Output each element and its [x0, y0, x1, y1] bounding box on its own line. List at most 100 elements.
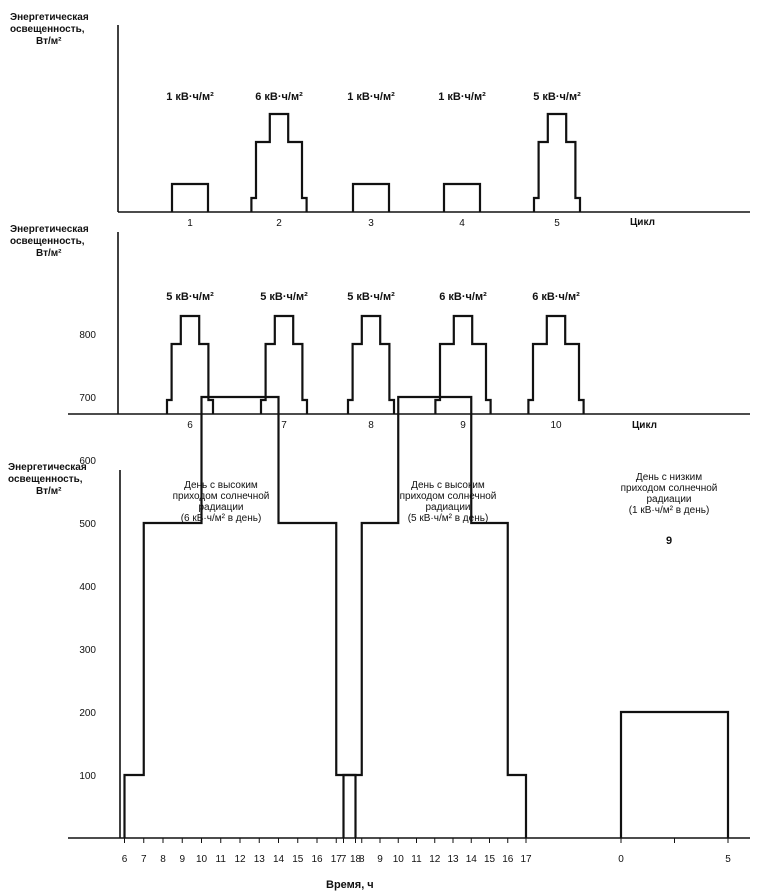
x-tick-label-0: 0: [618, 854, 624, 865]
x-tick-label-13: 13: [254, 854, 266, 865]
y-axis-label-line-3: Вт/м²: [36, 248, 62, 259]
x-tick-label-7: 7: [341, 854, 347, 865]
cycle-4-energy-label: 1 кВ·ч/м²: [438, 91, 486, 103]
x-axis-label: Цикл: [632, 420, 657, 431]
day-panel-note: 9: [666, 535, 672, 547]
cycle-marks: 5 кВ·ч/м² 6 5 кВ·ч/м² 7 5 кВ·ч/м² 8 6 кВ·ч/м² 9…: [165, 291, 585, 431]
cycle-8-energy-label: 5 кВ·ч/м²: [347, 291, 395, 303]
cycle-2-profile: [250, 112, 308, 212]
day-panel-title-line-3: радиации: [646, 494, 691, 505]
day-panel-title-line-3: радиации: [198, 502, 243, 513]
day-panel-title-line-1: День с высоким: [411, 480, 485, 491]
cycle-7-profile: [259, 314, 309, 414]
y-axis-label-line-1: Энергетическая: [10, 224, 89, 235]
cycle-3-profile: [351, 182, 391, 212]
x-tick-label-11: 11: [411, 854, 422, 865]
y-axis-label-line-3: Вт/м²: [36, 36, 62, 47]
x-tick-label-5: 5: [725, 854, 731, 865]
day-panel-title-line-4: (6 кВ·ч/м² в день): [181, 513, 262, 524]
cycle-5-profile: [532, 112, 582, 212]
day-panel-title-line-4: (1 кВ·ч/м² в день): [629, 505, 710, 516]
irradiance-step-line: [342, 395, 528, 838]
y-tick-label-800: 800: [79, 330, 96, 341]
x-tick-label-10: 10: [196, 854, 208, 865]
x-tick-label-7: 7: [141, 854, 147, 865]
cycle-3-energy-label: 1 кВ·ч/м²: [347, 91, 395, 103]
cycle-9-tick-label: 9: [460, 420, 466, 431]
cycle-6-tick-label: 6: [187, 420, 193, 431]
x-tick-label-15: 15: [292, 854, 304, 865]
cycle-7-tick-label: 7: [281, 420, 287, 431]
x-tick-label-11: 11: [216, 854, 227, 865]
y-tick-label-600: 600: [79, 456, 96, 467]
cycle-marks: 1 кВ·ч/м² 1 6 кВ·ч/м² 2 1 кВ·ч/м² 3 1 кВ·ч/м² 4…: [166, 91, 581, 229]
day-panel-title-line-2: приходом солнечной: [400, 491, 497, 502]
x-axis-label: Время, ч: [326, 879, 374, 891]
cycle-10-energy-label: 6 кВ·ч/м²: [532, 291, 580, 303]
day-panel-1: 6 7 8 9 10 11 12 13 14 15 16 17 18 День с высокимприх…: [122, 395, 362, 865]
hourly-irradiance-chart: Энергетическая освещенность, Вт/м² 10020…: [8, 330, 750, 891]
x-tick-label-9: 9: [377, 854, 383, 865]
cycle-9-profile: [434, 314, 492, 414]
day-panel-2: 7 8 9 10 11 12 13 14 15 16 17 День с высокимприходо…: [341, 395, 532, 865]
cycle-4-tick-label: 4: [459, 218, 465, 229]
cycle-chart-top: Энергетическая освещенность, Вт/м² 1 кВ·…: [10, 12, 750, 229]
y-axis-label-line-1: Энергетическая: [10, 12, 89, 23]
cycle-8-tick-label: 8: [368, 420, 374, 431]
cycle-6-profile: [165, 314, 215, 414]
x-tick-label-16: 16: [502, 854, 514, 865]
y-tick-label-400: 400: [79, 582, 96, 593]
y-tick-label-200: 200: [79, 708, 96, 719]
cycle-2-energy-label: 6 кВ·ч/м²: [255, 91, 303, 103]
irradiance-step-line: [619, 710, 730, 838]
cycle-6-energy-label: 5 кВ·ч/м²: [166, 291, 214, 303]
x-tick-label-16: 16: [311, 854, 323, 865]
y-axis-label-line-1: Энергетическая: [8, 462, 87, 473]
y-tick-label-700: 700: [79, 393, 96, 404]
day-panel-title-line-3: радиации: [425, 502, 470, 513]
cycle-1-tick-label: 1: [187, 218, 193, 229]
cycle-4-profile: [442, 182, 482, 212]
cycle-1-energy-label: 1 кВ·ч/м²: [166, 91, 214, 103]
cycle-10-profile: [527, 314, 585, 414]
day-panel-title-line-2: приходом солнечной: [621, 483, 718, 494]
x-tick-label-8: 8: [359, 854, 365, 865]
day-panel-title-line-2: приходом солнечной: [173, 491, 270, 502]
x-tick-label-6: 6: [122, 854, 128, 865]
x-tick-label-14: 14: [466, 854, 478, 865]
y-tick-label-500: 500: [79, 519, 96, 530]
irradiance-step-line: [123, 395, 357, 838]
day-panel-title-line-1: День с высоким: [184, 480, 258, 491]
x-tick-label-12: 12: [429, 854, 441, 865]
cycle-chart-middle: Энергетическая освещенность, Вт/м² 5 кВ·…: [10, 224, 750, 431]
x-tick-label-13: 13: [447, 854, 459, 865]
x-tick-label-9: 9: [179, 854, 185, 865]
x-tick-label-17: 17: [520, 854, 532, 865]
x-tick-label-17: 17: [331, 854, 343, 865]
x-axis-label: Цикл: [630, 217, 655, 228]
cycle-3-tick-label: 3: [368, 218, 374, 229]
x-tick-label-12: 12: [234, 854, 246, 865]
x-tick-label-14: 14: [273, 854, 285, 865]
y-tick-label-100: 100: [79, 771, 96, 782]
x-tick-label-18: 18: [350, 854, 362, 865]
cycle-5-energy-label: 5 кВ·ч/м²: [533, 91, 581, 103]
y-ticks: 100 200 300 400 500 600 700 800: [79, 330, 96, 782]
day-panel-title-line-4: (5 кВ·ч/м² в день): [408, 513, 489, 524]
cycle-5-tick-label: 5: [554, 218, 560, 229]
x-tick-label-15: 15: [484, 854, 496, 865]
day-panel-title-line-1: День с низким: [636, 472, 702, 483]
cycle-9-energy-label: 6 кВ·ч/м²: [439, 291, 487, 303]
y-axis-label-line-2: освещенность,: [8, 474, 83, 485]
y-axis-label-line-3: Вт/м²: [36, 486, 62, 497]
cycle-8-profile: [346, 314, 396, 414]
x-tick-label-10: 10: [393, 854, 405, 865]
cycle-10-tick-label: 10: [550, 420, 562, 431]
x-tick-label-8: 8: [160, 854, 166, 865]
y-tick-label-300: 300: [79, 645, 96, 656]
y-axis-label-line-2: освещенность,: [10, 24, 85, 35]
y-axis-label-line-2: освещенность,: [10, 236, 85, 247]
